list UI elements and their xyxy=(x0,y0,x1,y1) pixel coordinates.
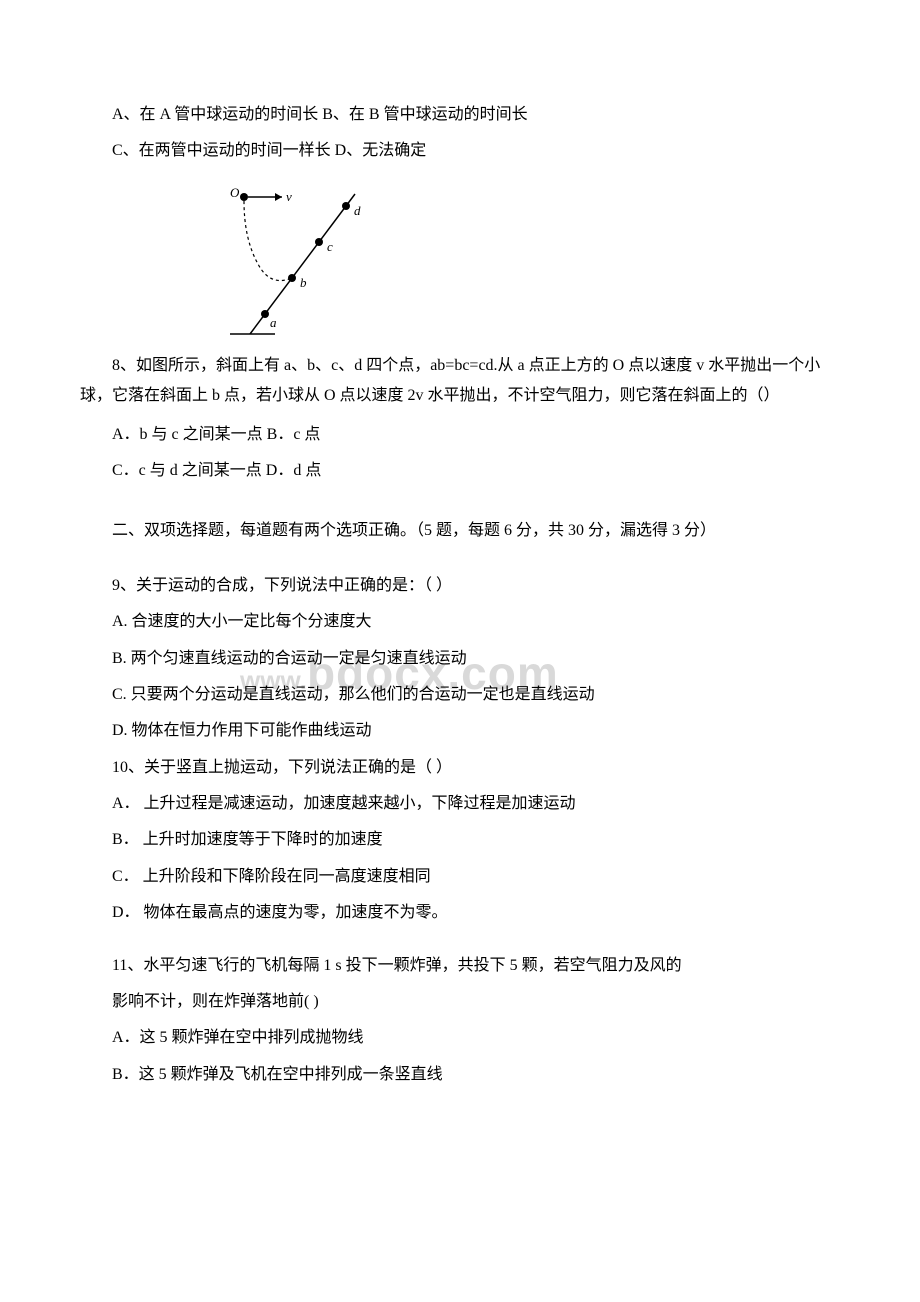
page-content: A、在 A 管中球运动的时间长 B、在 B 管中球运动的时间长 C、在两管中运动… xyxy=(80,100,840,1090)
section2-title: 二、双项选择题，每道题有两个选项正确。（5 题，每题 6 分，共 30 分，漏选… xyxy=(80,516,840,546)
q9-c: C. 只要两个分运动是直线运动，那么他们的合运动一定也是直线运动 xyxy=(80,680,840,710)
q9-a: A. 合速度的大小一定比每个分速度大 xyxy=(80,607,840,637)
q10-b: B． 上升时加速度等于下降时的加速度 xyxy=(80,825,840,855)
q8-options-cd: C．c 与 d 之间某一点 D．d 点 xyxy=(80,456,840,486)
svg-text:O: O xyxy=(230,185,240,200)
q11-stem: 11、水平匀速飞行的飞机每隔 1 s 投下一颗炸弹，共投下 5 颗，若空气阻力及… xyxy=(80,951,840,981)
svg-text:c: c xyxy=(327,239,333,254)
svg-text:a: a xyxy=(270,315,277,330)
q7-options-ab: A、在 A 管中球运动的时间长 B、在 B 管中球运动的时间长 xyxy=(80,100,840,130)
q11-stem2: 影响不计，则在炸弹落地前( ) xyxy=(80,987,840,1017)
q10-d: D． 物体在最高点的速度为零，加速度不为零。 xyxy=(80,898,840,928)
q10-stem: 10、关于竖直上抛运动，下列说法正确的是（ ） xyxy=(80,753,840,783)
q9-b: B. 两个匀速直线运动的合运动一定是匀速直线运动 xyxy=(80,644,840,674)
q8-options-ab: A．b 与 c 之间某一点 B．c 点 xyxy=(80,420,840,450)
q10-c: C． 上升阶段和下降阶段在同一高度速度相同 xyxy=(80,862,840,892)
q8-stem: 8、如图所示，斜面上有 a、b、c、d 四个点，ab=bc=cd.从 a 点正上… xyxy=(80,351,840,412)
q8-diagram: a b c d O v xyxy=(220,179,400,339)
q9-d: D. 物体在恒力作用下可能作曲线运动 xyxy=(80,716,840,746)
q11-b: B．这 5 颗炸弹及飞机在空中排列成一条竖直线 xyxy=(80,1060,840,1090)
q7-options-cd: C、在两管中运动的时间一样长 D、无法确定 xyxy=(80,136,840,166)
svg-text:d: d xyxy=(354,203,361,218)
svg-text:b: b xyxy=(300,275,307,290)
q10-a: A． 上升过程是减速运动，加速度越来越小，下降过程是加速运动 xyxy=(80,789,840,819)
svg-text:v: v xyxy=(286,189,292,204)
q9-stem: 9、关于运动的合成，下列说法中正确的是：（ ） xyxy=(80,571,840,601)
q11-a: A．这 5 颗炸弹在空中排列成抛物线 xyxy=(80,1023,840,1053)
